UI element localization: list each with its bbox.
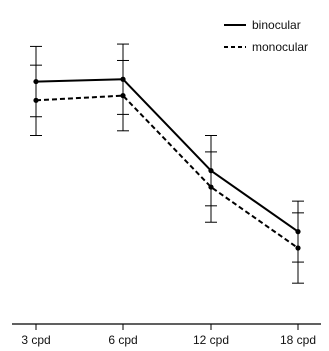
series-binocular xyxy=(30,43,304,263)
x-tick-label-3-cpd: 3 cpd xyxy=(21,333,50,347)
legend: binocular monocular xyxy=(224,18,308,54)
series-line-monocular xyxy=(35,94,299,249)
x-tick-label-6-cpd: 6 cpd xyxy=(108,333,137,347)
x-tick-label-18-cpd: 18 cpd xyxy=(280,333,316,347)
series-monocular xyxy=(30,59,304,284)
x-tick-label-12-cpd: 12 cpd xyxy=(193,333,229,347)
data-point-monocular-3 xyxy=(295,245,301,251)
x-axis-ticks: 3 cpd 6 cpd 12 cpd 18 cpd xyxy=(21,324,316,347)
data-point-monocular-0 xyxy=(33,97,39,103)
legend-label-binocular: binocular xyxy=(252,18,301,32)
series-line-binocular xyxy=(35,78,299,233)
plot-area xyxy=(30,43,304,284)
data-point-monocular-1 xyxy=(120,93,126,99)
data-point-monocular-2 xyxy=(208,184,214,190)
legend-label-monocular: monocular xyxy=(252,40,308,54)
